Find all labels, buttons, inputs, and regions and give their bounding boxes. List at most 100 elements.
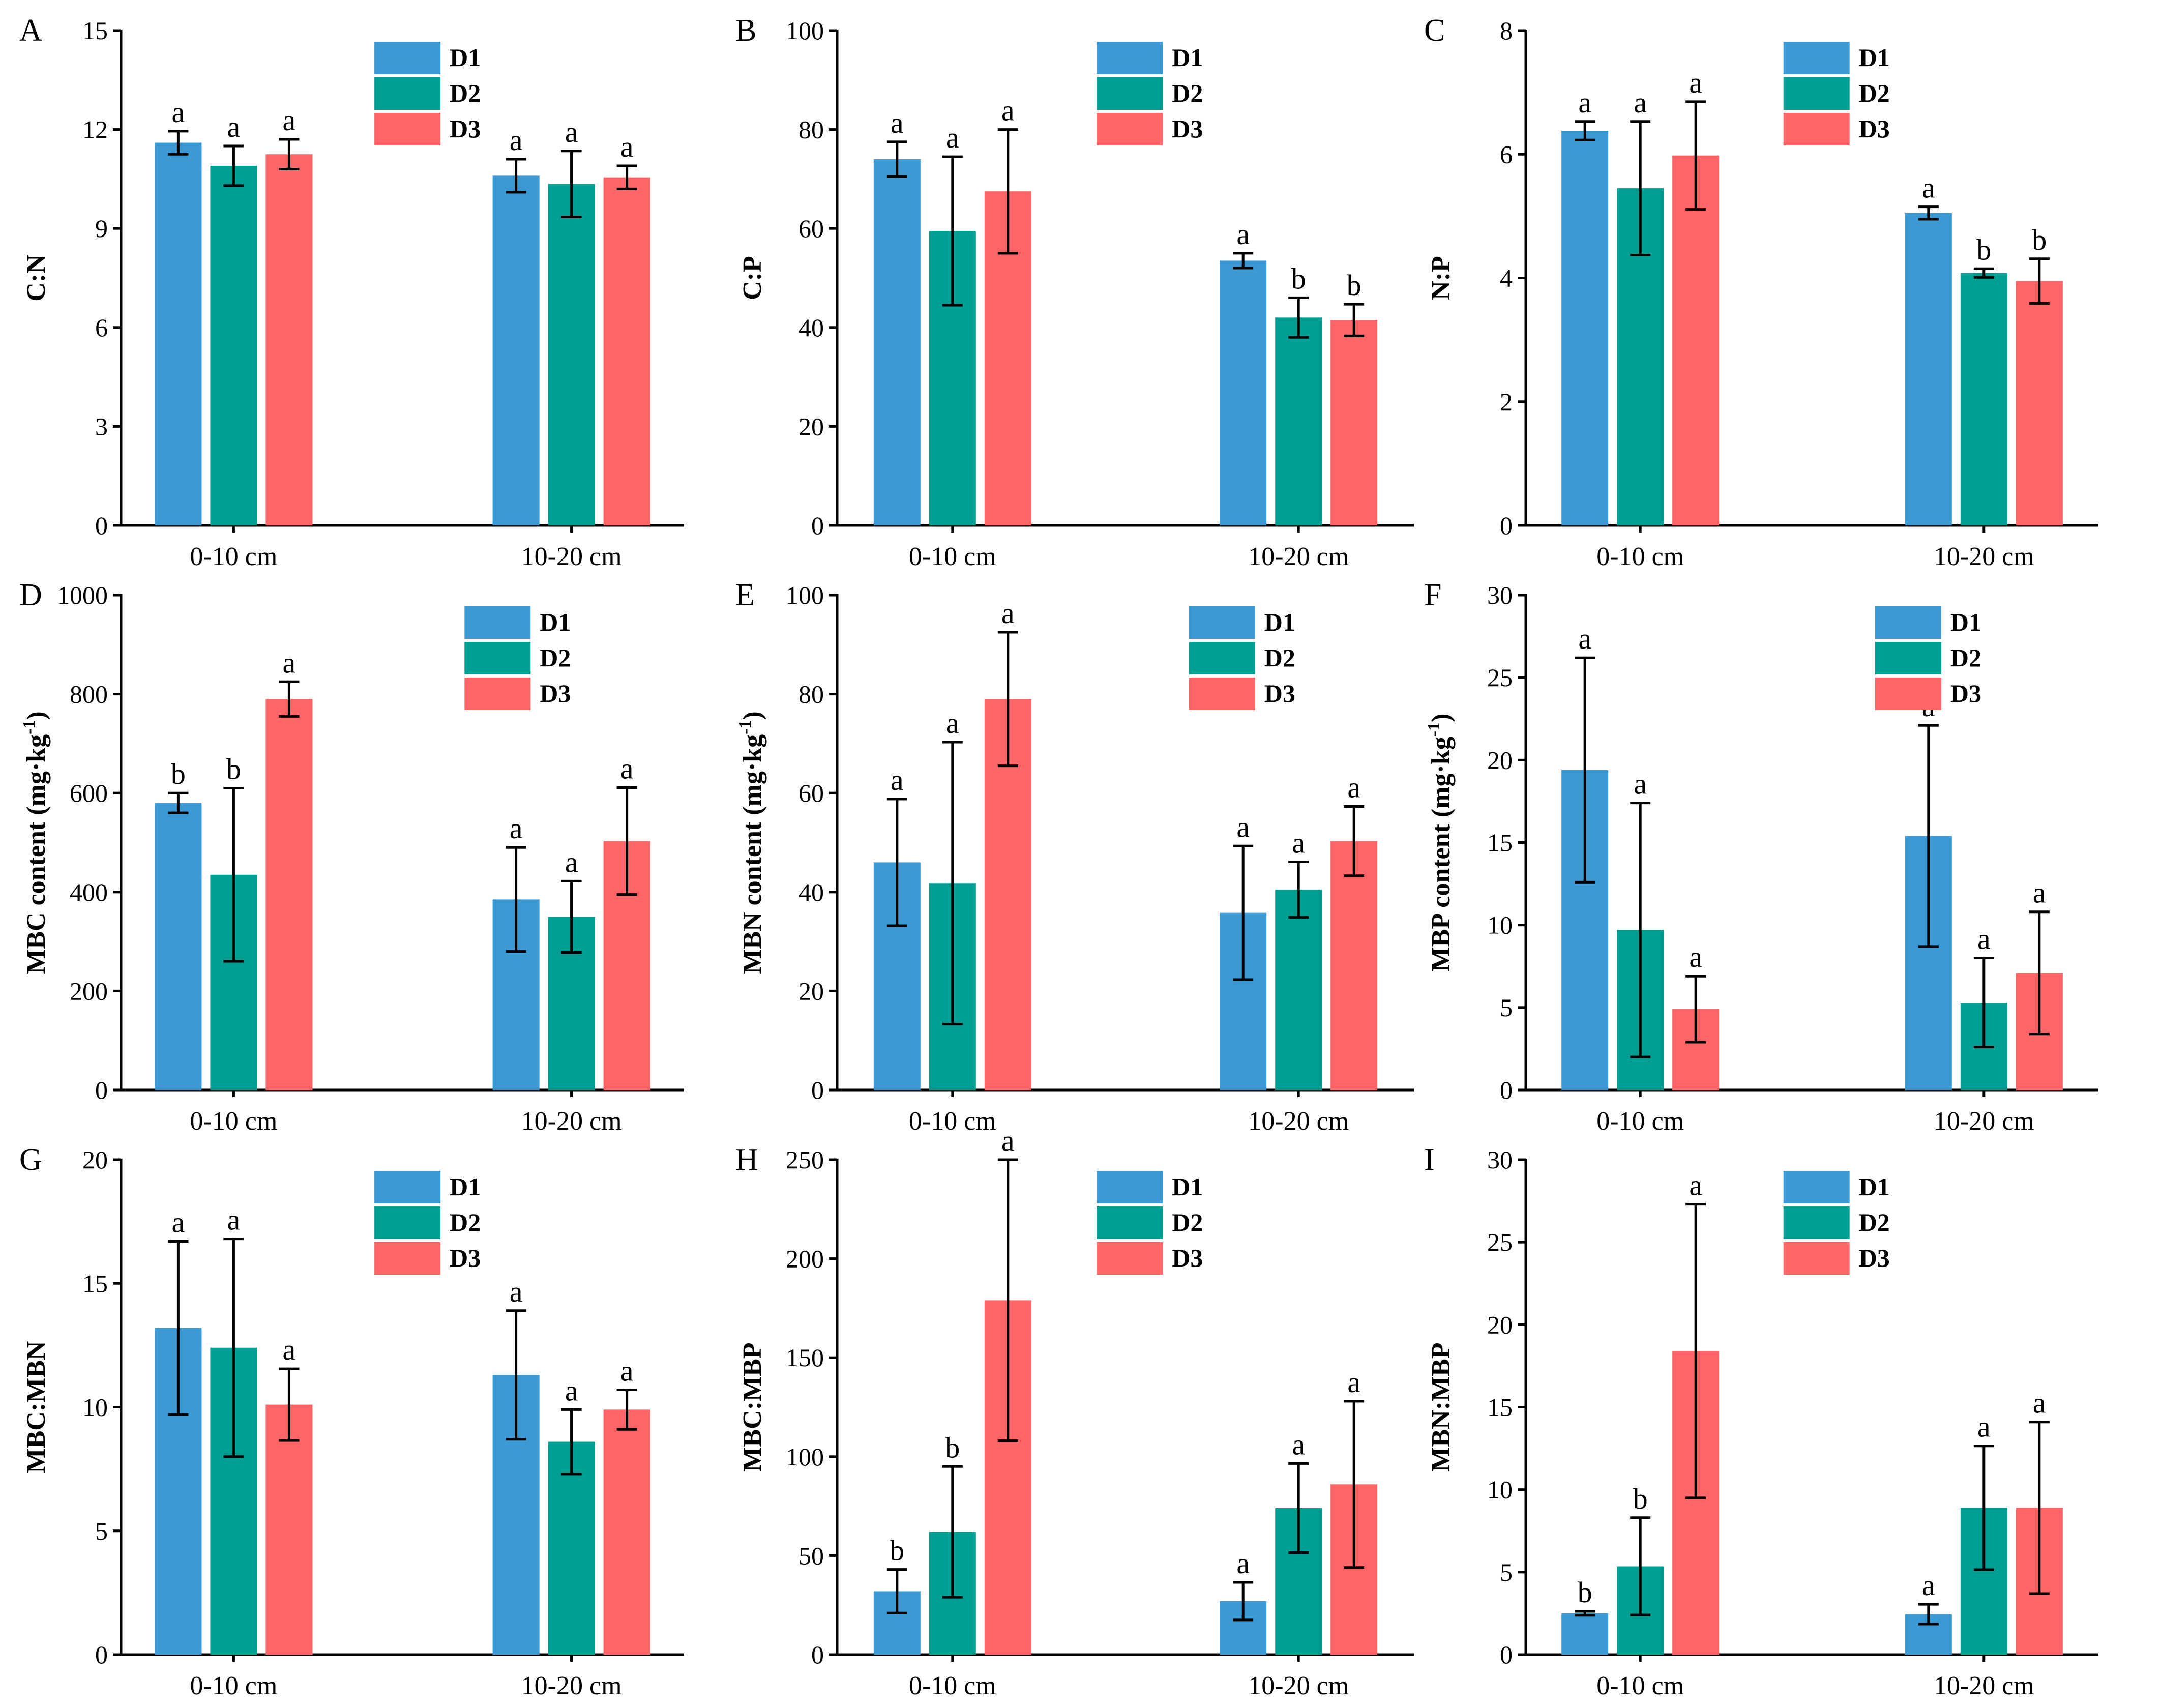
y-axis-label: C:P (738, 256, 767, 300)
legend-label-d2: D2 (450, 1208, 481, 1236)
legend-label-d3: D3 (1859, 1244, 1890, 1272)
y-tick-label: 30 (1487, 1145, 1513, 1174)
y-tick-label: 0 (1500, 1076, 1513, 1104)
legend-label-d3: D3 (450, 114, 481, 143)
x-tick-label: 10-20 cm (1934, 1671, 2034, 1700)
y-tick-label: 30 (1487, 581, 1513, 609)
x-tick-label: 10-20 cm (1248, 542, 1349, 571)
significance-letter: a (620, 752, 634, 785)
legend-label-d1: D1 (1172, 43, 1203, 72)
legend-swatch-d2 (374, 77, 441, 110)
x-tick-label: 0-10 cm (190, 542, 277, 571)
bar-d1 (1561, 1613, 1609, 1655)
significance-letter: a (283, 104, 296, 137)
legend-label-d3: D3 (1950, 679, 1981, 708)
legend-swatch-d3 (464, 678, 531, 710)
error-bar (1344, 1400, 1365, 1569)
panel-letter-b: B (735, 13, 756, 48)
error-bar (1685, 100, 1706, 211)
x-tick-label: 0-10 cm (1596, 1107, 1684, 1136)
error-bar (168, 791, 189, 814)
bar-d3 (1330, 841, 1378, 1090)
error-bar (1233, 844, 1254, 981)
significance-letter: a (1347, 1366, 1360, 1399)
legend-label-d2: D2 (540, 643, 571, 672)
legend-swatch-d1 (464, 606, 531, 639)
legend-swatch-d3 (1097, 113, 1163, 145)
bar-d2 (1960, 273, 2007, 525)
significance-letter: a (2033, 876, 2046, 909)
y-axis-label: MBP content (mg·kg-1) (1425, 714, 1456, 972)
y-tick-label: 60 (798, 779, 824, 807)
y-tick-label: 200 (786, 1245, 824, 1273)
legend-swatch-d2 (1097, 1206, 1163, 1239)
legend-label-d2: D2 (1859, 79, 1890, 107)
y-tick-label: 600 (70, 779, 108, 807)
bar-d2 (548, 184, 595, 525)
x-tick-label: 0-10 cm (190, 1671, 277, 1700)
error-bar (1288, 296, 1309, 339)
y-tick-label: 5 (95, 1517, 108, 1545)
y-tick-label: 0 (811, 1076, 824, 1104)
error-bar (1630, 120, 1651, 256)
legend-swatch-d1 (1783, 42, 1850, 74)
legend-label-d1: D1 (1172, 1172, 1203, 1201)
y-tick-label: 5 (1500, 993, 1513, 1022)
y-tick-label: 6 (1500, 140, 1513, 168)
significance-letter: a (510, 812, 523, 845)
panel-letter-f: F (1424, 578, 1441, 612)
legend-swatch-d3 (374, 113, 441, 145)
y-tick-label: 10 (1487, 911, 1513, 939)
error-bar (1630, 802, 1651, 1058)
y-tick-label: 20 (1487, 1310, 1513, 1339)
legend-label-d3: D3 (1172, 1244, 1203, 1272)
bar-d2 (1275, 317, 1322, 525)
error-bar (506, 846, 526, 953)
y-tick-label: 15 (1487, 1393, 1513, 1422)
y-tick-label: 10 (82, 1393, 108, 1422)
y-axis-label: MBC:MBP (738, 1342, 767, 1471)
error-bar (561, 1408, 582, 1476)
error-bar (886, 140, 907, 178)
x-tick-label: 0-10 cm (1596, 542, 1684, 571)
panel-d: D 0 200 400 600 800 1000 MBC content (mg·kg-1) 0… (19, 578, 684, 1136)
legend-label-d3: D3 (1859, 114, 1890, 143)
y-tick-label: 250 (786, 1145, 824, 1174)
legend-swatch-d1 (374, 1171, 441, 1203)
error-bar (886, 798, 907, 927)
panel-g: G 0 5 10 15 20 MBC:MBN 0-10 cm a a a 10-20 cm a a a D1 D… (19, 1142, 684, 1700)
y-tick-label: 800 (70, 680, 108, 709)
error-bar (616, 1388, 637, 1431)
error-bar (1918, 205, 1939, 221)
significance-letter: a (1292, 1428, 1305, 1461)
legend-label-d2: D2 (1859, 1208, 1890, 1236)
panel-letter-h: H (735, 1142, 758, 1177)
y-tick-label: 100 (786, 1442, 824, 1471)
significance-letter: a (1689, 66, 1702, 99)
significance-letter: a (1236, 810, 1250, 843)
legend-swatch-d3 (374, 1242, 441, 1275)
significance-letter: a (283, 1333, 296, 1366)
legend-swatch-d3 (1783, 113, 1850, 145)
y-tick-label: 40 (798, 878, 824, 906)
significance-letter: a (891, 106, 904, 139)
legend-swatch-d2 (1189, 642, 1255, 674)
y-tick-label: 60 (798, 214, 824, 243)
significance-letter: a (172, 96, 185, 129)
x-tick-label: 10-20 cm (521, 542, 622, 571)
legend-label-d1: D1 (450, 1172, 481, 1201)
y-tick-label: 20 (798, 977, 824, 1005)
x-tick-label: 10-20 cm (1934, 542, 2034, 571)
legend-label-d2: D2 (450, 79, 481, 107)
error-bar (2029, 257, 2050, 305)
error-bar (1288, 1462, 1309, 1554)
significance-letter: b (945, 1431, 960, 1464)
error-bar (223, 1238, 244, 1458)
legend-label-d1: D1 (540, 608, 571, 636)
significance-letter: a (1977, 1410, 1991, 1444)
y-tick-label: 25 (1487, 1228, 1513, 1256)
bar-d1 (873, 159, 921, 526)
y-tick-label: 6 (95, 313, 108, 342)
x-tick-label: 10-20 cm (521, 1671, 622, 1700)
